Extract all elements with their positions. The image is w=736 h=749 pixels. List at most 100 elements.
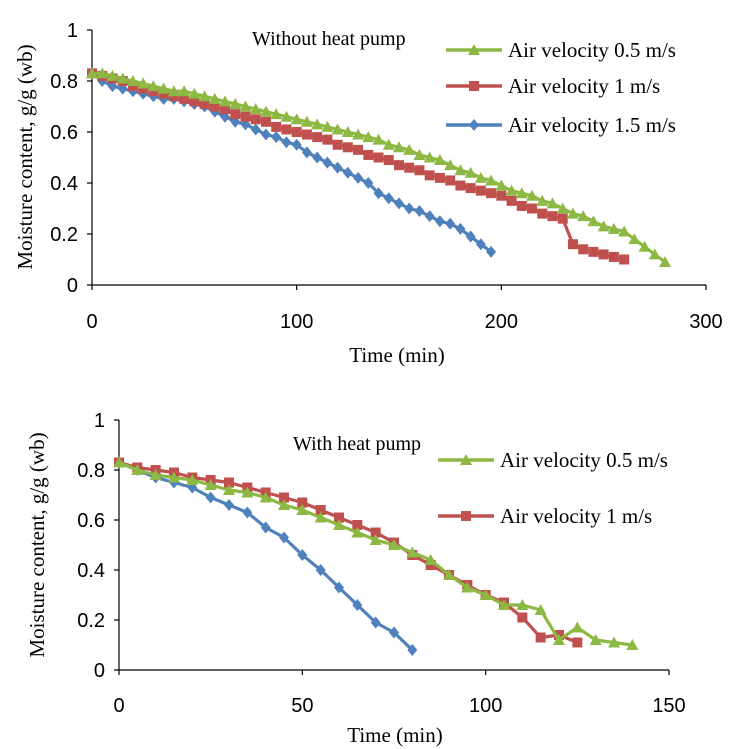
data-point [424,210,435,223]
data-point [353,144,364,155]
data-point [608,636,620,648]
y-tick-label: 0.8 [77,460,105,482]
chart-annotation: Without heat pump [252,28,406,50]
series-1 [113,456,639,650]
data-point [126,75,139,86]
series-3 [114,456,418,656]
x-tick-label: 100 [280,311,313,333]
data-point [587,215,600,227]
data-point [505,184,518,196]
data-point [407,644,418,656]
data-point [189,96,200,107]
series-line [92,71,667,264]
data-point [388,539,400,550]
y-tick-label: 0.6 [77,510,105,532]
data-point [589,634,602,645]
data-point [516,200,527,211]
data-point [465,230,476,243]
data-point [178,85,191,97]
data-point [168,91,179,102]
legend-marker [469,119,479,131]
data-point [475,238,486,251]
y-tick-label: 0.8 [50,71,78,93]
data-point [373,152,384,163]
data-point [332,139,343,150]
data-point [498,599,510,610]
data-point [454,164,467,176]
data-point [278,499,290,510]
legend-label: Air velocity 0.5 m/s [500,448,668,472]
series-1 [86,67,672,268]
data-point [363,177,374,189]
data-point [527,203,538,214]
series-line [91,72,493,254]
data-point [270,108,283,120]
data-point [461,581,474,593]
data-point [536,194,549,206]
data-point [547,211,558,222]
legend-entry: Air velocity 0.5 m/s [438,448,668,472]
data-point [168,471,180,483]
data-point [149,469,162,480]
data-point [557,213,568,224]
data-point [393,141,405,153]
legend-marker [469,81,479,91]
data-point [618,225,631,237]
data-point [290,113,303,125]
data-point [281,136,292,149]
data-point [229,97,242,109]
data-point [546,197,559,209]
data-point [516,599,529,610]
y-tick-label: 0.4 [77,560,105,582]
data-point [301,146,312,159]
data-point [444,159,457,171]
data-point [496,190,507,201]
data-point [474,171,487,183]
data-point [224,477,234,488]
y-tick-label: 0.6 [50,122,78,144]
series-2 [87,68,630,265]
x-tick-label: 0 [86,311,97,333]
legend-label: Air velocity 1.5 m/s [508,113,676,137]
data-point [315,564,326,576]
data-point [414,205,425,218]
data-point [198,90,211,102]
y-tick-label: 0.2 [50,224,78,246]
data-point [186,474,199,485]
data-point [597,220,610,232]
data-point [628,233,641,245]
data-point [332,161,343,174]
data-point [223,484,235,495]
data-point [280,110,293,122]
x-axis-title: Time (min) [347,723,442,747]
data-point [619,254,630,265]
data-point [370,616,381,629]
chart-panel-2: 0 0.2 0.4 0.6 0.8 1 0 50 100 150 Time (min) Moistur… [25,410,686,747]
data-point [556,202,569,214]
data-point [342,166,353,179]
data-point [271,131,282,144]
data-point [572,637,583,648]
data-point [464,166,477,178]
data-point [424,554,437,565]
data-point [351,526,364,538]
series-line [118,460,578,644]
data-point [312,151,323,164]
data-point [383,155,394,166]
data-point [204,479,217,490]
data-point [403,143,416,155]
data-point [209,101,220,112]
data-point [137,77,150,89]
legend-entry: Air velocity 0.5 m/s [446,38,676,62]
data-point [250,123,261,136]
data-point [208,92,221,104]
data-point [445,175,456,186]
data-point [404,162,415,173]
data-point [300,115,313,127]
data-point [240,111,251,122]
data-point [224,499,234,511]
data-point [369,534,382,545]
data-point [271,121,282,132]
x-tick-label: 300 [689,311,722,333]
